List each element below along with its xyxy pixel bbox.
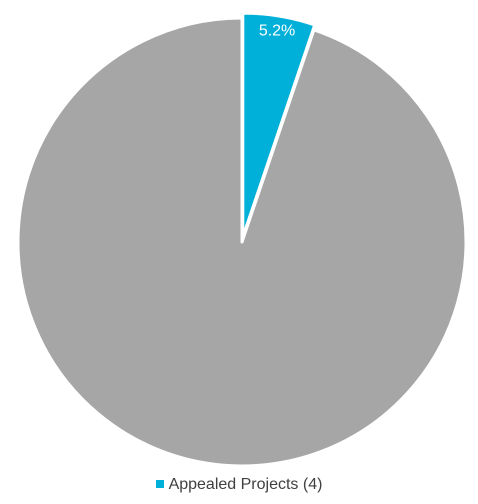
legend-swatch-appealed <box>155 479 164 488</box>
pie-slice-1 <box>16 16 468 468</box>
pie-slice-0 <box>241 11 317 239</box>
pie-chart: 5.2% <box>16 11 468 468</box>
legend-label-appealed: Appealed Projects (4) <box>168 476 323 493</box>
chart-legend: Appealed Projects (4) <box>0 476 478 494</box>
data-label-0: 5.2% <box>259 22 295 39</box>
